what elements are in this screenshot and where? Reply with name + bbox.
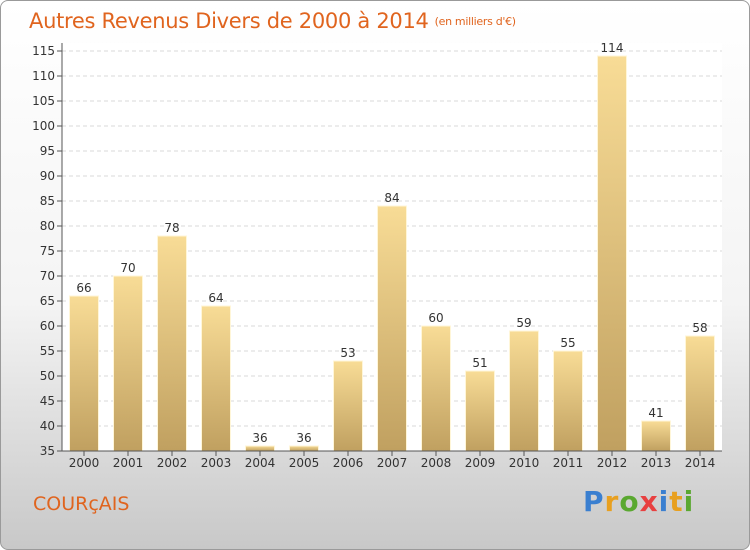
x-tick-label: 2006 xyxy=(333,456,364,470)
data-label: 58 xyxy=(692,321,707,335)
y-axis: 35 40 45 50 55 60 65 70 75 80 85 90 95 100 105 110 115 xyxy=(32,43,63,458)
x-tick-label: 2001 xyxy=(113,456,144,470)
data-label: 64 xyxy=(208,291,223,305)
data-label: 60 xyxy=(428,311,443,325)
data-label: 66 xyxy=(76,281,91,295)
logo-letter: x xyxy=(639,485,659,518)
bar xyxy=(333,360,363,452)
data-label: 41 xyxy=(648,406,663,420)
logo-letter: P xyxy=(583,485,605,518)
data-label: 51 xyxy=(472,356,487,370)
bar xyxy=(421,325,451,452)
logo-letter: i xyxy=(683,485,695,518)
logo-letter: i xyxy=(658,485,670,518)
y-tick-label: 40 xyxy=(40,419,55,433)
x-tick-label: 2008 xyxy=(421,456,452,470)
bar xyxy=(465,370,495,452)
bar xyxy=(597,55,627,452)
x-tick-label: 2012 xyxy=(597,456,628,470)
y-tick-label: 100 xyxy=(32,119,55,133)
bar xyxy=(69,295,99,452)
data-label: 70 xyxy=(120,261,135,275)
x-tick-label: 2004 xyxy=(245,456,276,470)
bar xyxy=(641,420,671,452)
y-tick-label: 60 xyxy=(40,319,55,333)
commune-name: COURçAIS xyxy=(33,493,130,515)
x-tick-label: 2003 xyxy=(201,456,232,470)
bars: 66 70 78 64 36 36 53 84 60 51 59 55 114 41 58 xyxy=(69,41,715,452)
chart-title: Autres Revenus Divers de 2000 à 2014 (en … xyxy=(29,9,516,33)
y-tick-label: 115 xyxy=(32,44,55,58)
chart-title-text: Autres Revenus Divers de 2000 à 2014 xyxy=(29,9,429,33)
x-tick-label: 2007 xyxy=(377,456,408,470)
x-tick-label: 2011 xyxy=(553,456,584,470)
y-tick-label: 95 xyxy=(40,144,55,158)
proxiti-logo: Proxiti xyxy=(583,485,694,518)
x-tick-label: 2000 xyxy=(69,456,100,470)
y-tick-label: 45 xyxy=(40,394,55,408)
y-tick-label: 65 xyxy=(40,294,55,308)
data-label: 36 xyxy=(296,431,311,445)
y-tick-label: 35 xyxy=(40,444,55,458)
x-tick-label: 2009 xyxy=(465,456,496,470)
y-tick-label: 90 xyxy=(40,169,55,183)
x-tick-label: 2010 xyxy=(509,456,540,470)
bar xyxy=(509,330,539,452)
data-label: 84 xyxy=(384,191,399,205)
data-label: 36 xyxy=(252,431,267,445)
x-tick-label: 2002 xyxy=(157,456,188,470)
x-axis: 2000 2001 2002 2003 2004 2005 2006 2007 2008 2009… xyxy=(62,450,722,470)
logo-letter: o xyxy=(619,485,640,518)
data-label: 53 xyxy=(340,346,355,360)
bar xyxy=(201,305,231,452)
y-tick-label: 55 xyxy=(40,344,55,358)
y-tick-label: 50 xyxy=(40,369,55,383)
y-tick-label: 105 xyxy=(32,94,55,108)
data-label: 114 xyxy=(601,41,624,55)
bar xyxy=(113,275,143,452)
x-tick-label: 2014 xyxy=(685,456,716,470)
data-label: 78 xyxy=(164,221,179,235)
data-label: 59 xyxy=(516,316,531,330)
bar xyxy=(157,235,187,452)
y-tick-label: 75 xyxy=(40,244,55,258)
data-label: 55 xyxy=(560,336,575,350)
x-tick-label: 2013 xyxy=(641,456,672,470)
y-tick-label: 70 xyxy=(40,269,55,283)
bar xyxy=(553,350,583,452)
bar xyxy=(685,335,715,452)
y-tick-label: 85 xyxy=(40,194,55,208)
logo-letter: t xyxy=(669,485,684,518)
y-tick-label: 80 xyxy=(40,219,55,233)
logo-letter: r xyxy=(604,485,620,518)
bar xyxy=(289,445,319,452)
x-tick-label: 2005 xyxy=(289,456,320,470)
y-tick-label: 110 xyxy=(32,69,55,83)
bar xyxy=(377,205,407,452)
chart-subtitle: (en milliers d'€) xyxy=(434,15,516,28)
bar xyxy=(245,445,275,452)
